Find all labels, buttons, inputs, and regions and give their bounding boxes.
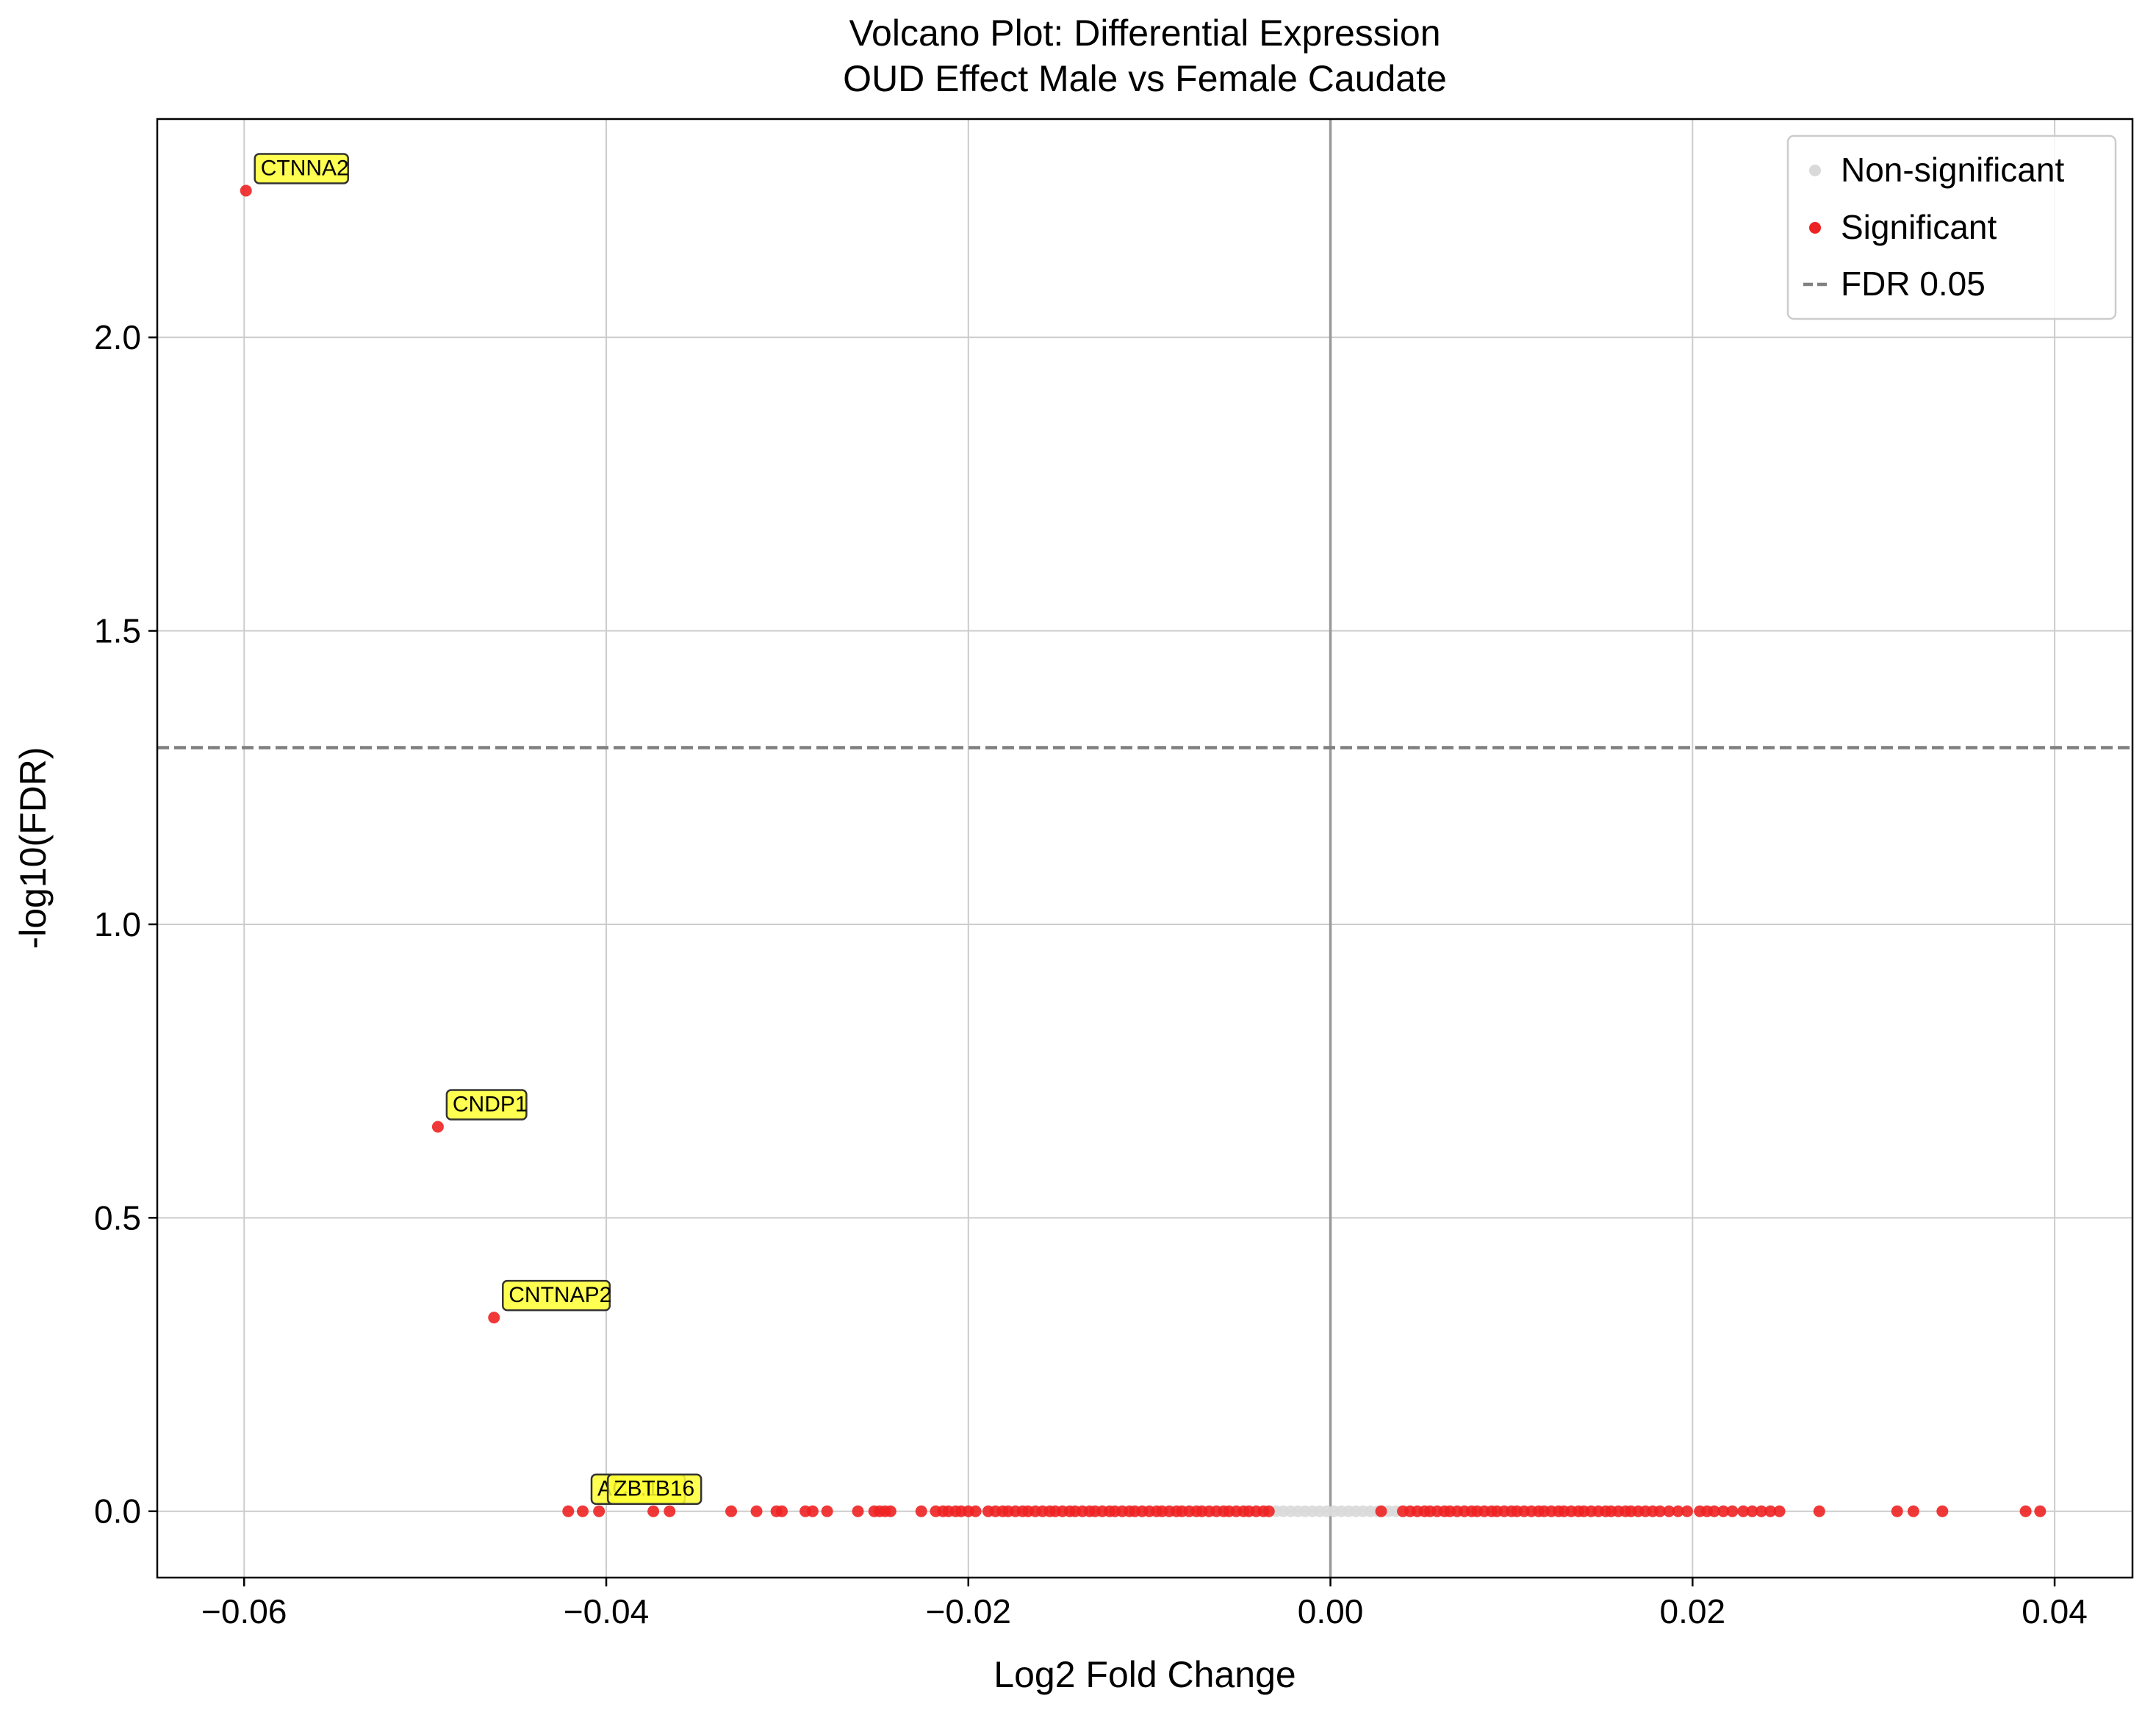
legend-fdr-label: FDR 0.05 <box>1841 265 1986 303</box>
legend: Non-significant Significant FDR 0.05 <box>1786 134 2117 320</box>
y-axis-ticks: 0.0 0.5 1.0 1.5 2.0 <box>94 318 157 1531</box>
significant-point <box>1726 1505 1739 1517</box>
significant-point <box>1681 1505 1693 1517</box>
legend-frame <box>1786 134 2117 320</box>
significant-point <box>1813 1505 1825 1517</box>
x-tick-label: −0.04 <box>564 1592 649 1630</box>
annotation-box <box>445 1089 528 1121</box>
significant-point <box>750 1505 763 1517</box>
legend-sig-marker <box>1809 222 1821 234</box>
x-tick-label: 0.04 <box>2022 1592 2088 1630</box>
y-tick-label: 1.5 <box>94 612 141 650</box>
chart-subtitle: OUD Effect Male vs Female Caudate <box>843 58 1447 99</box>
annotation-box <box>606 1473 703 1505</box>
significant-point <box>1891 1505 1903 1517</box>
plot-frame <box>156 118 2134 1579</box>
significant-point <box>852 1505 864 1517</box>
y-tick-label: 1.0 <box>94 905 141 943</box>
annotation-label: CTNNA2 <box>261 156 349 180</box>
significant-point <box>969 1505 982 1517</box>
grid-lines <box>157 119 2132 1578</box>
annotation-box <box>254 153 349 184</box>
y-tick-label: 0.5 <box>94 1198 141 1237</box>
legend-nonsig-marker <box>1809 165 1821 176</box>
significant-point <box>431 1121 444 1133</box>
annotation-label: ZBTB16 <box>614 1477 694 1501</box>
gene-annotations: CTNNA2CNDP1CNTNAP2AC...1ZBTB16 <box>254 153 703 1505</box>
significant-point <box>1907 1505 1919 1517</box>
x-tick-label: −0.06 <box>201 1592 287 1630</box>
significant-point <box>562 1505 575 1517</box>
data-points <box>240 184 2047 1517</box>
significant-point <box>1262 1505 1275 1517</box>
significant-point <box>884 1505 896 1517</box>
annotation-box <box>502 1279 611 1312</box>
significant-point <box>1672 1505 1684 1517</box>
significant-point <box>806 1505 819 1517</box>
significant-point <box>488 1312 500 1324</box>
significant-point <box>776 1505 788 1517</box>
significant-point <box>1936 1505 1949 1517</box>
significant-point <box>1746 1505 1758 1517</box>
y-tick-label: 2.0 <box>94 318 141 356</box>
significant-point <box>915 1505 927 1517</box>
x-tick-label: 0.00 <box>1298 1592 1364 1630</box>
significant-point <box>664 1505 676 1517</box>
significant-point <box>593 1505 606 1517</box>
significant-point <box>1375 1505 1387 1517</box>
significant-point <box>576 1505 589 1517</box>
significant-point <box>1717 1505 1730 1517</box>
significant-point <box>647 1505 660 1517</box>
significant-point <box>1755 1505 1767 1517</box>
x-tick-label: −0.02 <box>926 1592 1011 1630</box>
x-axis-label: Log2 Fold Change <box>993 1654 1296 1695</box>
significant-point <box>1773 1505 1786 1517</box>
significant-point <box>2034 1505 2047 1517</box>
chart-title: Volcano Plot: Differential Expression <box>849 12 1440 54</box>
legend-sig-label: Significant <box>1841 208 1997 246</box>
significant-point <box>2019 1505 2032 1517</box>
significant-point <box>1653 1505 1666 1517</box>
significant-point <box>725 1505 738 1517</box>
annotation-label: CNTNAP2 <box>509 1283 611 1307</box>
x-axis-ticks: −0.06 −0.04 −0.02 0.00 0.02 0.04 <box>201 1578 2088 1630</box>
significant-point <box>240 184 252 197</box>
y-axis-label: -log10(FDR) <box>12 747 54 949</box>
significant-point <box>1737 1505 1750 1517</box>
significant-point <box>1764 1505 1777 1517</box>
legend-nonsig-label: Non-significant <box>1841 151 2064 189</box>
significant-point <box>1708 1505 1720 1517</box>
y-tick-label: 0.0 <box>94 1492 141 1531</box>
significant-point <box>1663 1505 1675 1517</box>
significant-point <box>821 1505 833 1517</box>
reference-lines <box>157 119 2132 1578</box>
x-tick-label: 0.02 <box>1660 1592 1726 1630</box>
annotation-label: CNDP1 <box>453 1093 528 1117</box>
